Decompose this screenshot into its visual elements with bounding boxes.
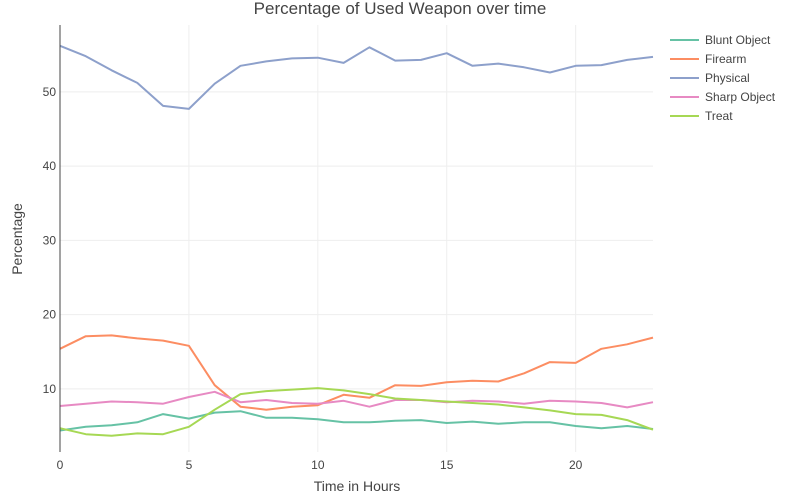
x-tick-label: 20 [569,458,583,472]
y-tick-label: 50 [43,85,57,99]
legend-label: Treat [705,109,733,123]
series-lines [59,44,654,437]
legend-item-blunt-object[interactable]: Blunt Object [670,33,771,47]
legend-label: Blunt Object [705,33,771,47]
x-tick-label: 0 [57,458,64,472]
grid-lines [60,25,653,452]
x-axis-label: Time in Hours [314,478,401,494]
series-line-sharp-object [59,390,654,409]
x-tick-label: 5 [186,458,193,472]
series-line-treat [59,387,654,437]
chart-title: Percentage of Used Weapon over time [254,0,547,18]
y-tick-label: 40 [43,159,57,173]
y-tick-label: 30 [43,233,57,247]
legend-label: Physical [705,71,750,85]
series-line-blunt-object [59,410,654,432]
legend-item-treat[interactable]: Treat [670,109,733,123]
legend-item-physical[interactable]: Physical [670,71,750,85]
y-tick-label: 20 [43,308,57,322]
x-tick-label: 10 [311,458,325,472]
legend-label: Sharp Object [705,90,776,104]
y-tick-labels: 10 20 30 40 50 [43,85,57,396]
series-line-physical [59,44,654,110]
legend-label: Firearm [705,52,746,66]
legend[interactable]: Blunt Object Firearm Physical Sharp Object T… [670,33,776,123]
x-tick-label: 15 [440,458,454,472]
y-tick-label: 10 [43,382,57,396]
series-line-firearm [59,334,654,411]
y-axis-label: Percentage [9,203,25,275]
legend-item-firearm[interactable]: Firearm [670,52,746,66]
legend-item-sharp-object[interactable]: Sharp Object [670,90,776,104]
x-tick-labels: 0 5 10 15 20 [57,458,583,472]
